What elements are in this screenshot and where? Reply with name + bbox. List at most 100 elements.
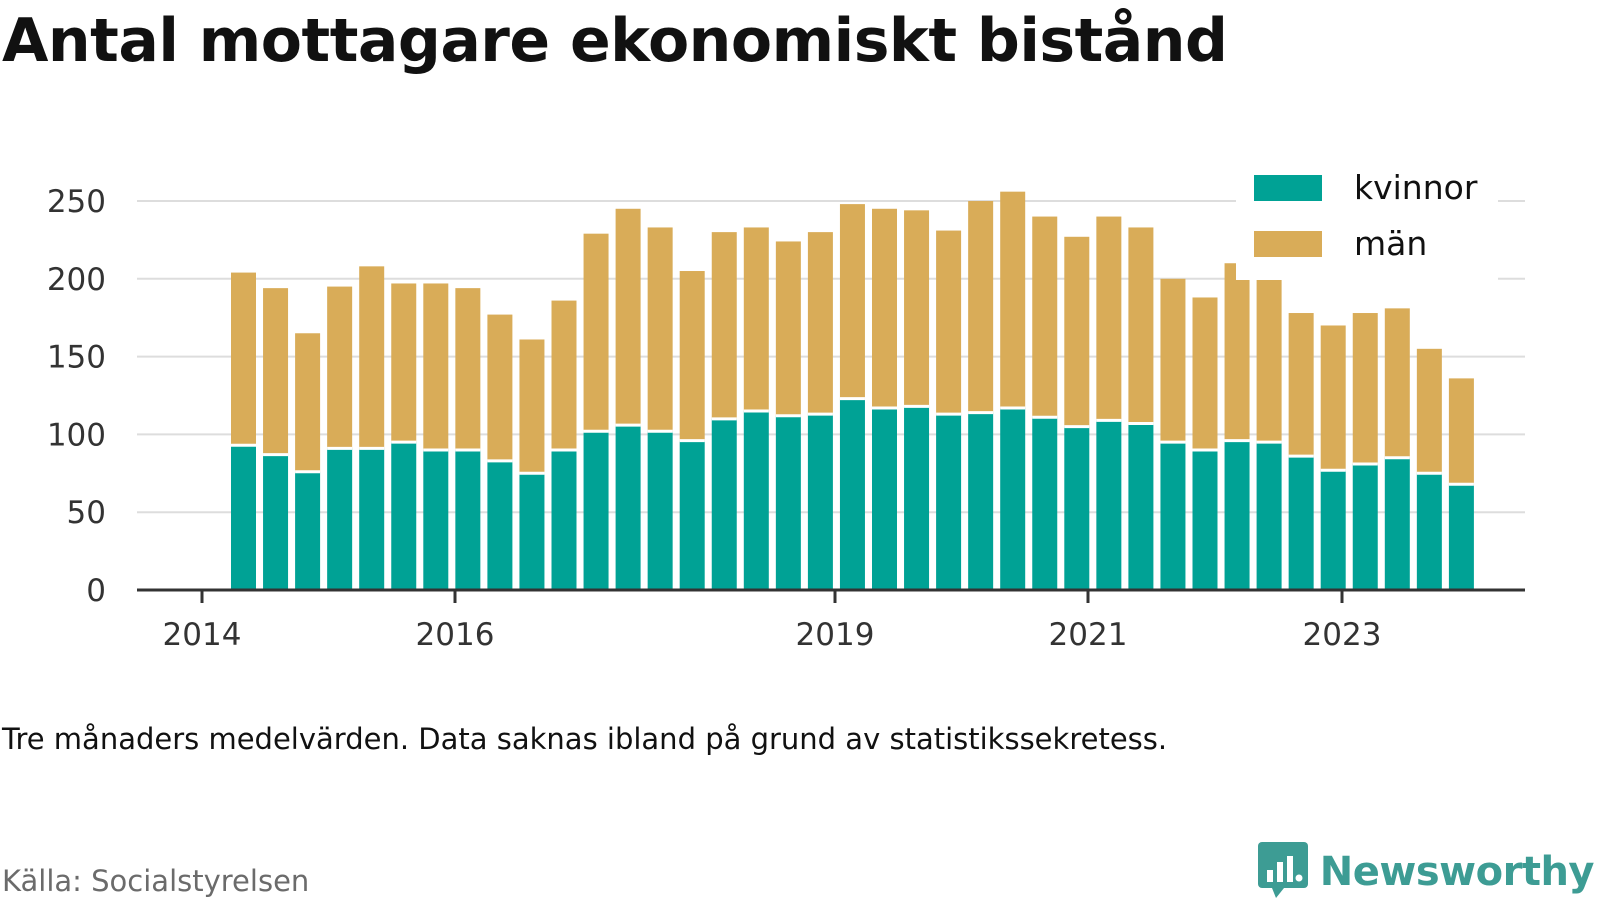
bar-kvinnor bbox=[295, 471, 321, 590]
bar-man bbox=[455, 288, 481, 450]
bar-man bbox=[1448, 378, 1474, 485]
bar-man bbox=[775, 241, 801, 416]
x-tick-label: 2016 bbox=[416, 617, 495, 653]
bar-man bbox=[295, 333, 321, 472]
bar-man bbox=[1000, 191, 1026, 408]
bar-man bbox=[1064, 236, 1090, 427]
bar-man bbox=[1288, 313, 1314, 457]
bar-man bbox=[1032, 216, 1058, 418]
bar-man bbox=[839, 204, 865, 399]
bar-kvinnor bbox=[1160, 442, 1186, 590]
legend-label-man: män bbox=[1354, 224, 1427, 263]
bar-man bbox=[807, 232, 833, 415]
bar-man bbox=[1320, 325, 1346, 471]
bar-man bbox=[1352, 313, 1378, 464]
chart-title: Antal mottagare ekonomiskt bistånd bbox=[2, 6, 1228, 76]
bar-man bbox=[647, 227, 673, 432]
bar-man bbox=[391, 283, 417, 443]
bar-kvinnor bbox=[1128, 423, 1154, 590]
source-credit: Källa: Socialstyrelsen bbox=[2, 864, 310, 898]
y-tick-label: 150 bbox=[47, 340, 106, 376]
bar-kvinnor bbox=[615, 425, 641, 590]
bar-man bbox=[1128, 227, 1154, 424]
bar-kvinnor bbox=[231, 445, 256, 590]
bar-kvinnor bbox=[263, 454, 289, 590]
bar-man bbox=[487, 314, 513, 461]
bar-man bbox=[1224, 263, 1250, 441]
bar-man bbox=[583, 233, 609, 432]
bar-man bbox=[936, 230, 962, 415]
bar-kvinnor bbox=[968, 412, 994, 590]
bar-man bbox=[423, 283, 449, 450]
legend-swatch-kvinnor bbox=[1254, 175, 1322, 201]
bar-kvinnor bbox=[872, 407, 897, 590]
bar-man bbox=[615, 208, 641, 426]
bar-man bbox=[711, 232, 737, 419]
legend-swatch-man bbox=[1254, 231, 1322, 257]
bar-kvinnor bbox=[327, 448, 353, 590]
bar-kvinnor bbox=[519, 473, 545, 590]
bar-kvinnor bbox=[647, 431, 673, 590]
bar-kvinnor bbox=[1192, 449, 1218, 590]
bar-man bbox=[519, 339, 545, 474]
bar-kvinnor bbox=[1320, 470, 1346, 590]
bar-man bbox=[1192, 297, 1218, 450]
y-tick-label: 50 bbox=[67, 495, 106, 531]
bar-kvinnor bbox=[936, 414, 962, 590]
bar-man bbox=[1384, 308, 1410, 458]
bar-man bbox=[968, 201, 994, 413]
bar-man bbox=[904, 210, 930, 407]
bar-kvinnor bbox=[839, 398, 865, 590]
bar-man bbox=[1096, 216, 1122, 421]
stacked-bar-chart: 0 50 100 150 200 250 2014 2016 2019 2021 2023 kvin… bbox=[46, 160, 1525, 653]
bar-kvinnor bbox=[1032, 417, 1058, 590]
brand-logo[interactable]: Newsworthy bbox=[1257, 842, 1595, 902]
bar-man bbox=[743, 227, 769, 412]
bar-kvinnor bbox=[583, 431, 609, 590]
x-tick-label: 2023 bbox=[1303, 617, 1382, 653]
y-tick-label: 0 bbox=[86, 573, 106, 609]
bar-kvinnor bbox=[551, 449, 577, 590]
x-tick-label: 2021 bbox=[1049, 617, 1128, 653]
y-tick-label: 200 bbox=[47, 262, 106, 298]
bar-kvinnor bbox=[391, 442, 417, 590]
bar-kvinnor bbox=[1224, 440, 1250, 590]
axes: 0 50 100 150 200 250 2014 2016 2019 2021 2023 bbox=[47, 184, 1525, 653]
y-tick-label: 250 bbox=[47, 184, 106, 220]
bar-kvinnor bbox=[679, 440, 705, 590]
bar-man bbox=[551, 300, 577, 450]
x-tick-label: 2014 bbox=[163, 617, 242, 653]
bar-kvinnor bbox=[1416, 473, 1442, 590]
bar-kvinnor bbox=[1288, 456, 1314, 590]
bar-kvinnor bbox=[775, 415, 801, 590]
bar-kvinnor bbox=[1256, 442, 1282, 590]
brand-name: Newsworthy bbox=[1319, 849, 1595, 895]
bar-kvinnor bbox=[1384, 457, 1410, 590]
bar-kvinnor bbox=[1096, 420, 1122, 590]
bar-kvinnor bbox=[1352, 463, 1378, 590]
bar-kvinnor bbox=[1000, 407, 1026, 590]
legend: kvinnor män bbox=[1236, 160, 1498, 280]
newsworthy-logo-icon bbox=[1257, 842, 1308, 902]
bar-man bbox=[679, 271, 705, 441]
x-tick-label: 2019 bbox=[796, 617, 875, 653]
bar-man bbox=[1256, 278, 1282, 443]
bar-kvinnor bbox=[359, 448, 385, 590]
bar-kvinnor bbox=[455, 449, 481, 590]
bar-kvinnor bbox=[423, 449, 449, 590]
bar-man bbox=[872, 208, 897, 408]
bar-kvinnor bbox=[1448, 484, 1474, 590]
bar-man bbox=[1160, 278, 1186, 443]
bar-man bbox=[327, 286, 353, 449]
bar-kvinnor bbox=[807, 414, 833, 590]
chart-note: Tre månaders medelvärden. Data saknas ib… bbox=[2, 722, 1168, 756]
bars bbox=[231, 191, 1474, 590]
bar-kvinnor bbox=[711, 418, 737, 590]
bar-man bbox=[231, 272, 256, 446]
bar-kvinnor bbox=[743, 411, 769, 590]
y-tick-label: 100 bbox=[47, 417, 106, 453]
bar-man bbox=[263, 288, 289, 455]
bar-kvinnor bbox=[487, 460, 513, 590]
bar-man bbox=[359, 266, 385, 449]
bar-kvinnor bbox=[904, 406, 930, 590]
